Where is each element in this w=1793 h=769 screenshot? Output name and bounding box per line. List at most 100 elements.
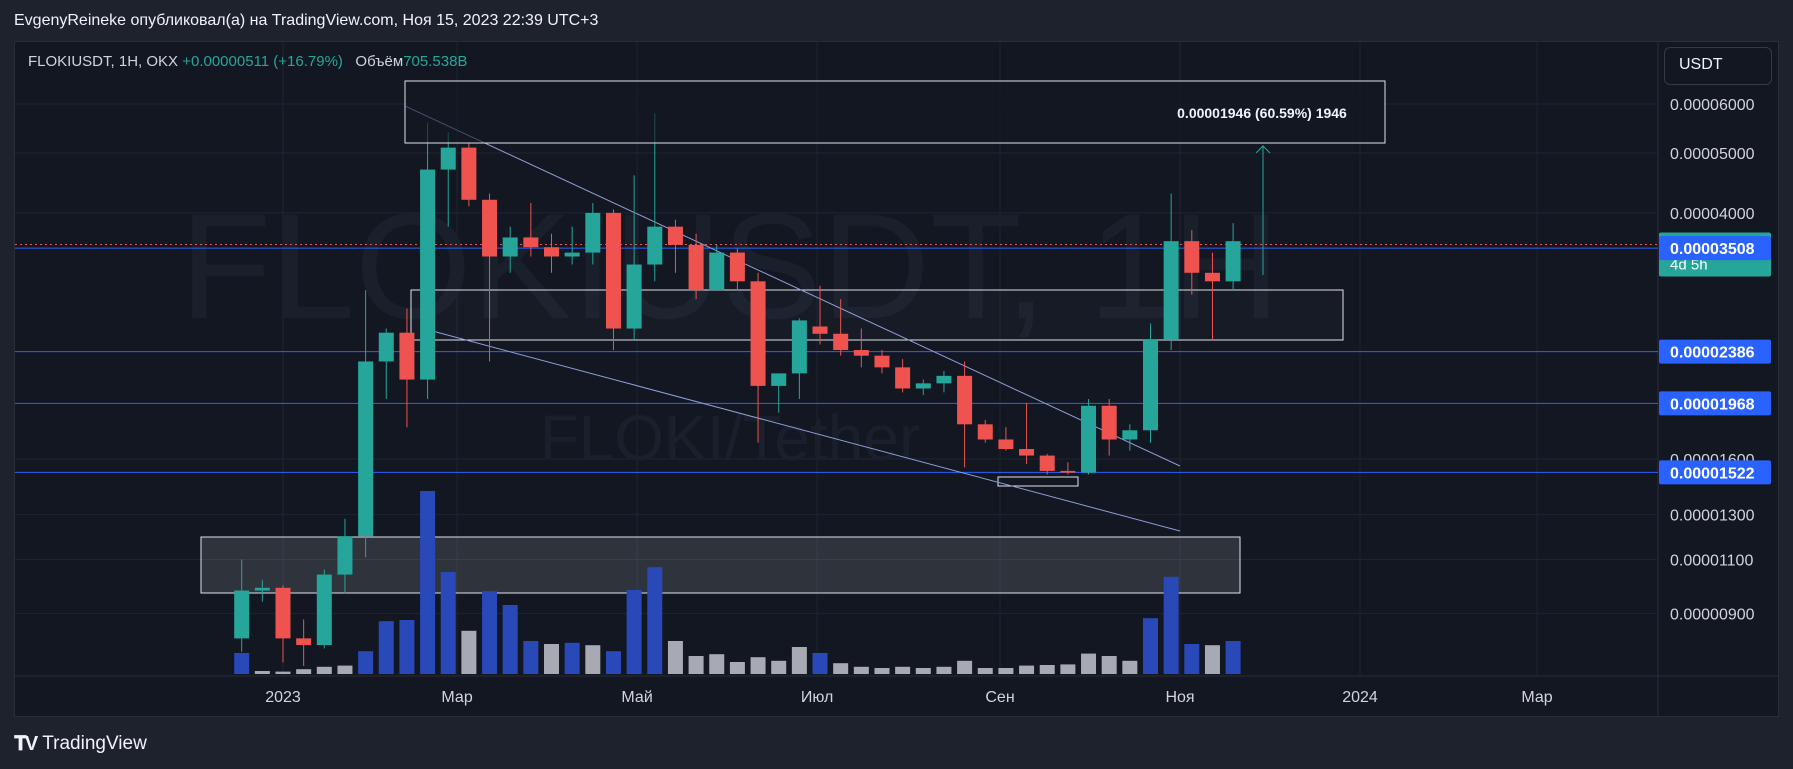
candle-body xyxy=(1081,405,1097,473)
candle-body xyxy=(420,169,436,380)
volume-bar xyxy=(1225,641,1241,674)
candle-body xyxy=(957,375,973,425)
measure-label: 0.00001946 (60.59%) 1946 xyxy=(1177,105,1347,121)
level-price-badge xyxy=(1659,339,1771,364)
legend-change: +0.00000511 (+16.79%) xyxy=(182,53,343,70)
price-tick-label: 0.00004000 xyxy=(1670,206,1755,223)
candle-body xyxy=(1204,272,1220,282)
candle-body xyxy=(1060,470,1076,473)
candle-body xyxy=(1039,455,1055,471)
candle-body xyxy=(1019,449,1035,456)
candle-body xyxy=(729,252,745,282)
volume-bar xyxy=(977,668,993,674)
volume-bar xyxy=(812,653,828,674)
level-price-text: 0.00003508 xyxy=(1670,241,1755,258)
volume-bar xyxy=(853,666,869,674)
level-price-text: 0.00001522 xyxy=(1670,465,1755,482)
candle-body xyxy=(296,638,312,646)
volume-bar xyxy=(833,663,849,674)
level-price-badge xyxy=(1659,460,1771,485)
horizontal-levels xyxy=(15,244,1658,473)
volume-bar xyxy=(647,567,663,674)
candle-body xyxy=(378,332,394,362)
symbol-legend: FLOKIUSDT, 1H, OKX +0.00000511 (+16.79%)… xyxy=(28,53,467,70)
candle-body xyxy=(647,226,663,265)
volume-bar xyxy=(998,668,1014,674)
price-tick-label: 0.00000900 xyxy=(1670,606,1755,623)
candle-body xyxy=(977,424,993,440)
candle-body xyxy=(358,361,374,537)
volume-zone-box xyxy=(200,536,1241,594)
legend-symbol[interactable]: FLOKIUSDT, 1H, OKX xyxy=(28,53,179,70)
price-tick-label: 0.00005000 xyxy=(1670,146,1755,163)
candle-body xyxy=(915,383,931,389)
volume-bar xyxy=(1039,665,1055,674)
candle-body xyxy=(234,590,250,639)
candle-body xyxy=(544,247,560,257)
candle-body xyxy=(1142,339,1158,431)
level-price-text: 0.00002386 xyxy=(1670,345,1755,362)
volume-bar xyxy=(482,591,498,674)
volume-bar xyxy=(378,621,394,674)
countdown-text: 4d 5h xyxy=(1670,257,1708,274)
level-price-text: 0.00001968 xyxy=(1670,396,1755,413)
candle-body xyxy=(1184,241,1200,273)
watermark-pair: FLOKI/Tether xyxy=(540,402,921,474)
price-tick-label: 0.00001300 xyxy=(1670,508,1755,525)
candle-body xyxy=(275,587,291,639)
candle-body xyxy=(709,252,725,291)
candle-body xyxy=(1225,241,1241,282)
legend-volume-value: 705.538B xyxy=(403,53,468,70)
candle-body xyxy=(895,367,911,389)
time-tick-label: Мар xyxy=(1521,689,1552,706)
volume-bar xyxy=(915,668,931,674)
volume-bar xyxy=(1081,653,1097,674)
candles xyxy=(234,113,1241,666)
time-tick-label: Мар xyxy=(441,689,472,706)
candle-body xyxy=(874,355,890,368)
grid-lines xyxy=(15,42,1778,716)
volume-bar xyxy=(667,641,683,674)
candle-body xyxy=(626,264,642,329)
volume-bar xyxy=(874,668,890,674)
volume-bar xyxy=(771,660,787,674)
volume-bar xyxy=(502,605,518,674)
trendlines xyxy=(404,105,1181,532)
time-tick-label: 2024 xyxy=(1342,689,1378,706)
candle-body xyxy=(254,587,270,591)
volume-bar xyxy=(440,572,456,674)
candle-body xyxy=(461,147,477,200)
volume-bar xyxy=(358,651,374,674)
currency-button[interactable]: USDT xyxy=(1664,47,1772,85)
volume-bar xyxy=(523,641,539,674)
volume-bar xyxy=(316,666,332,674)
time-tick-label: Июл xyxy=(801,689,833,706)
candle-body xyxy=(1101,405,1117,440)
volume-bar xyxy=(895,666,911,674)
volume-bar xyxy=(1184,644,1200,674)
tradingview-logo[interactable]: 𝐓V TradingView xyxy=(14,733,147,755)
publish-header: EvgenyReineke опубликовал(а) на TradingV… xyxy=(0,0,1793,40)
volume-bar xyxy=(461,630,477,674)
volume-bar xyxy=(605,651,621,674)
price-tick-label: 0.00001100 xyxy=(1670,553,1753,570)
candle-body xyxy=(833,333,849,351)
publish-caption: EvgenyReineke опубликовал(а) на TradingV… xyxy=(14,12,599,29)
candle-body xyxy=(605,212,621,329)
tradingview-logo-icon: 𝐓V xyxy=(14,732,38,755)
candle-body xyxy=(399,332,415,380)
volume-bar xyxy=(254,671,270,674)
volume-bar xyxy=(275,671,291,674)
candle-body xyxy=(337,536,353,575)
volume-bar xyxy=(1204,645,1220,674)
candle-body xyxy=(853,350,869,356)
candle-body xyxy=(812,326,828,334)
resistance-zone-box xyxy=(410,289,1344,341)
upper-trendline xyxy=(404,105,1181,467)
measure-tool: 0.00001946 (60.59%) 1946 xyxy=(404,80,1386,275)
volume-bar xyxy=(626,590,642,674)
low-marker-box xyxy=(997,476,1079,487)
level-price-badge xyxy=(1659,236,1771,261)
volume-bar xyxy=(936,666,952,674)
